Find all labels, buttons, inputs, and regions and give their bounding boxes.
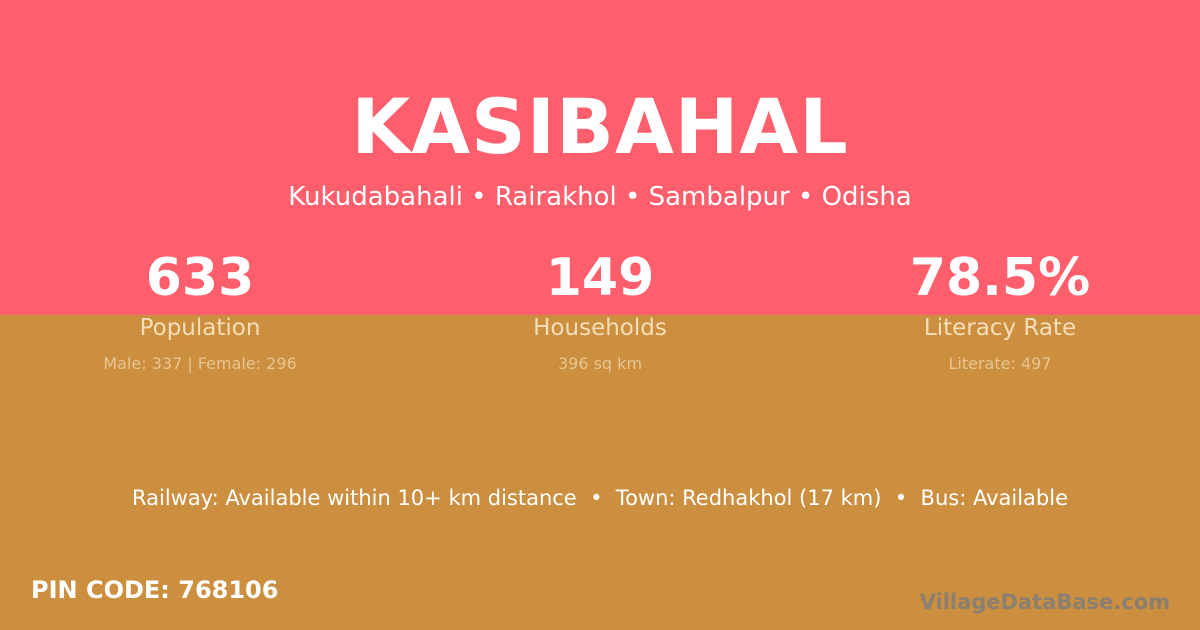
village-name: KASIBAHAL bbox=[351, 82, 849, 171]
stat-value: 149 bbox=[545, 248, 655, 308]
watermark-logo: VillageDataBase.com bbox=[919, 590, 1170, 614]
stat-detail: Literate: 497 bbox=[948, 354, 1052, 373]
stat-value: 78.5% bbox=[909, 248, 1091, 308]
stat-label: Literacy Rate bbox=[923, 315, 1077, 341]
stat-value: 633 bbox=[145, 248, 255, 308]
stat-label: Households bbox=[533, 315, 667, 341]
stat-label: Population bbox=[139, 315, 261, 341]
location-breadcrumb: Kukudabahali • Rairakhol • Sambalpur • O… bbox=[288, 182, 912, 212]
header-band bbox=[0, 0, 1200, 315]
amenities-line: Railway: Available within 10+ km distanc… bbox=[131, 486, 1069, 510]
pin-code: PIN CODE: 768106 bbox=[31, 576, 279, 604]
stat-detail: Male: 337 | Female: 296 bbox=[103, 354, 297, 373]
stat-detail: 396 sq km bbox=[557, 354, 643, 373]
